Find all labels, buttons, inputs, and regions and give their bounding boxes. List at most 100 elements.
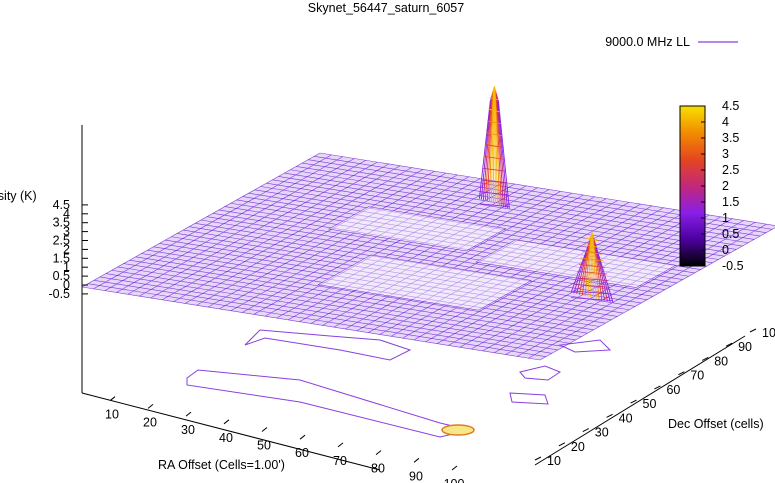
peak-strand <box>496 94 504 207</box>
x-tick-label: 90 <box>409 469 423 483</box>
mesh-line <box>111 269 570 344</box>
y-tick-label: 40 <box>619 411 633 425</box>
peak-ring <box>577 270 607 275</box>
z-tick-label: 3 <box>63 225 70 239</box>
y-tick-label: 50 <box>643 397 657 411</box>
y-axis-ticks: 10 20 30 40 50 60 70 80 90 100 <box>534 326 775 468</box>
y-tick-label: 60 <box>666 383 680 397</box>
peak-strand <box>576 242 590 295</box>
colorbar-tick-label: -0.5 <box>722 259 744 273</box>
z-tick-label: 4 <box>63 207 70 221</box>
peak-strand <box>590 232 593 298</box>
mesh-line <box>81 286 541 361</box>
surface-band <box>327 206 507 252</box>
colorbar-tick-label: 2 <box>722 179 729 193</box>
mesh-line <box>87 283 546 357</box>
y-tick-mark <box>701 356 709 361</box>
peak-strand <box>584 236 592 296</box>
x-tick-label: 30 <box>181 423 195 437</box>
y-tick-mark <box>725 342 733 347</box>
mesh-line <box>165 239 624 314</box>
y-tick-label: 10 <box>547 454 561 468</box>
colorbar-tick-label: 2.5 <box>722 163 739 177</box>
mesh-line <box>236 199 695 274</box>
mesh-line <box>93 280 552 354</box>
mesh-line <box>129 259 588 334</box>
y-tick-mark <box>630 399 637 404</box>
mesh-line <box>290 169 749 244</box>
peak-strand <box>496 96 506 208</box>
contour-blob <box>509 392 549 405</box>
mesh-line <box>284 172 743 247</box>
peak-strand <box>492 86 495 204</box>
x-tick-mark <box>413 457 420 463</box>
mesh-line <box>272 179 731 254</box>
contour-band <box>186 369 471 438</box>
peak-strand <box>478 100 491 199</box>
mesh-line <box>296 166 755 240</box>
y-tick-label: 30 <box>595 426 609 440</box>
peak-strand <box>486 92 493 202</box>
y-tick-mark <box>606 413 613 418</box>
mesh-line <box>260 186 719 260</box>
z-tick-label: 2.5 <box>53 234 70 248</box>
peak-strand <box>573 244 590 294</box>
y-axis-label: Dec Offset (cells) <box>668 417 764 431</box>
contour-blob <box>519 365 562 381</box>
peak-strand <box>581 238 591 296</box>
colorbar-tick-label: 1 <box>722 211 729 225</box>
y-tick-mark <box>558 442 566 447</box>
contour-blob <box>558 339 612 353</box>
x-axis-line <box>81 392 381 471</box>
peak-strand <box>595 246 614 303</box>
mesh-line <box>254 189 713 264</box>
mesh-line <box>153 246 612 321</box>
colorbar: 4.5 4 3.5 3 2.5 2 1.5 1 0.5 0 -0.5 <box>679 99 744 273</box>
mesh-line <box>177 233 636 307</box>
peak-ring <box>583 244 601 248</box>
peak-strand <box>488 90 494 203</box>
peak-strand <box>497 98 508 209</box>
y-tick-label: 90 <box>738 340 752 354</box>
x-tick-label: 80 <box>371 462 385 476</box>
peak-strand <box>482 96 492 201</box>
peak-ring <box>483 155 505 160</box>
peak-ring <box>575 277 609 282</box>
peak-ring <box>574 283 610 288</box>
colorbar-tick-label: 0.5 <box>722 227 739 241</box>
peak-strand <box>579 240 591 295</box>
x-tick-mark <box>451 465 458 471</box>
peak-strand <box>591 232 594 298</box>
axes-box <box>81 125 746 471</box>
x-tick-label: 20 <box>143 415 157 429</box>
colorbar-tick-label: 0 <box>722 243 729 257</box>
peak-strand <box>495 90 500 206</box>
y-tick-label: 20 <box>571 440 585 454</box>
x-tick-label: 60 <box>295 446 309 460</box>
mesh-line <box>248 192 707 267</box>
y-tick-label: 70 <box>690 369 704 383</box>
mesh-line <box>123 263 582 337</box>
mesh-line <box>278 176 737 250</box>
x-tick-mark <box>147 404 154 409</box>
x-axis-label: RA Offset (Cells=1.00') <box>158 458 285 472</box>
peak-strand <box>494 86 496 205</box>
x-tick-mark <box>223 419 230 425</box>
peak-ring <box>572 290 612 295</box>
peak-ring <box>487 120 502 125</box>
mesh-line <box>183 229 642 304</box>
peak-strand <box>593 238 603 301</box>
y-tick-mark <box>582 428 590 433</box>
base-contours <box>186 329 612 438</box>
x-tick-label: 10 <box>105 408 119 422</box>
peak-ring <box>489 96 500 101</box>
colorbar-tick-label: 4 <box>722 115 729 129</box>
mesh-line <box>266 182 725 257</box>
mesh-line <box>200 219 660 294</box>
peak-ring <box>582 250 603 255</box>
peak-far-peak <box>478 86 510 209</box>
peak-spikes <box>478 86 614 303</box>
z-tick-label: 2 <box>63 242 70 256</box>
x-tick-mark <box>109 396 116 402</box>
